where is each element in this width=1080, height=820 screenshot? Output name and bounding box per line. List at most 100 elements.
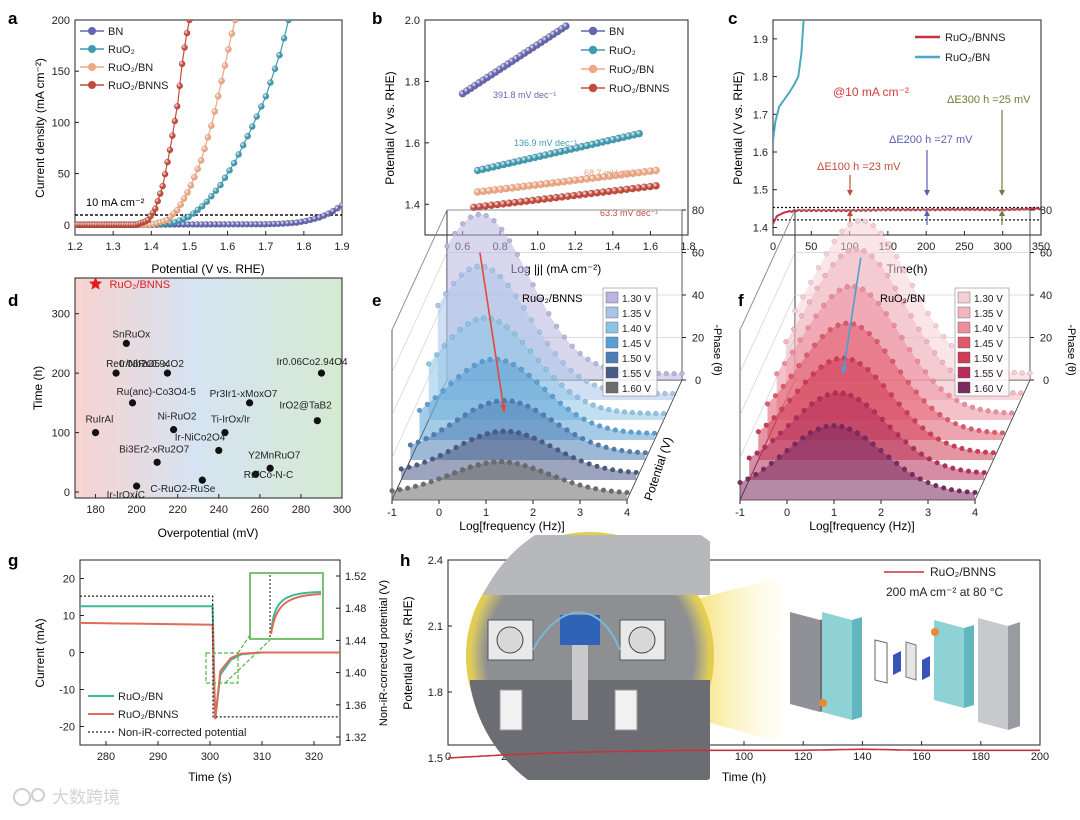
- e-box-curve-point: [474, 263, 480, 269]
- panel-b-series-3-point-shine: [634, 184, 643, 192]
- f-box-curve-point: [831, 423, 837, 429]
- e-box-curve-point: [604, 425, 611, 431]
- f-box-curve-point: [1010, 390, 1016, 396]
- panel-g-ytick-label: 10: [63, 611, 75, 623]
- panel-g-zoom-box: [205, 652, 239, 684]
- e-box-curve-point: [537, 329, 543, 335]
- e-box-curve-point: [598, 405, 604, 411]
- panel-c-legend-label: RuO₂/BNNS: [945, 32, 1006, 44]
- f-box-curve-point: [791, 326, 797, 332]
- panel-b-series-3-point-shine: [611, 187, 619, 195]
- e-box-curve-point: [554, 323, 560, 329]
- e-box-curve-point: [460, 221, 466, 227]
- panel-a-legend: BN RuO₂ RuO₂/BN RuO₂/BNNS: [80, 26, 169, 92]
- f-box-curve-point: [930, 378, 936, 384]
- e-box-curve-point: [533, 407, 539, 413]
- panel-a-series-0-point-shine: [239, 221, 246, 228]
- e-legend-swatch: [605, 291, 619, 304]
- panel-a-legend-label: BN: [108, 26, 123, 38]
- panel-b-series-2-point-shine: [623, 170, 631, 178]
- panel-b-slope-ruo2bnns: 63.3 mV dec⁻¹: [600, 208, 658, 218]
- e-box-curve-point: [483, 460, 489, 466]
- panel-d-xtick-label: 220: [169, 504, 187, 516]
- panel-d-point-label: Ru/Co-N-C: [244, 470, 293, 481]
- e-legend-swatch: [605, 381, 619, 394]
- panel-c-ytick-label: 1.9: [753, 34, 768, 46]
- f-legend-label: 1.30 V: [974, 294, 1003, 305]
- panel-d-point-label: SnRuOx: [112, 329, 150, 340]
- e-box-curve-point: [437, 452, 443, 459]
- f-box-curve-point: [823, 423, 829, 430]
- panel-b-series-2-point-shine: [594, 173, 603, 182]
- f-box-curve-point: [827, 327, 833, 333]
- panel-a-ytick-label: 100: [52, 117, 70, 129]
- e-box-curve-point: [584, 378, 590, 384]
- e-box-curve-point: [510, 361, 517, 368]
- panel-b-series-0-point-shine: [562, 22, 570, 30]
- e-box-curve-point: [486, 400, 492, 406]
- e-box-curve-point: [548, 417, 554, 423]
- e-box-curve-point: [561, 477, 567, 483]
- panel-d-point-label: Ir-IrOx/C: [107, 490, 145, 501]
- panel-g-inset-frame: [249, 572, 324, 640]
- panel-b: b 0.60.81.01.21.41.61.8 1.41.61.82.0 Log…: [372, 9, 696, 276]
- panel-a-series-3-point-shine: [176, 82, 183, 89]
- f-box-curve-point: [898, 369, 904, 375]
- panel-b-legend-label: RuO₂/BN: [609, 64, 654, 76]
- panel-a-series-2-point-shine: [191, 174, 198, 181]
- panel-d-frame: [74, 277, 343, 499]
- e-box-curve-point: [509, 398, 515, 404]
- panel-d-point-label: C-RuO2-RuSe: [150, 484, 215, 495]
- f-legend-swatch: [957, 336, 971, 349]
- f-box-curve-point: [990, 450, 996, 456]
- e-box-curve-point: [406, 464, 412, 470]
- panel-b-slope-bn: 391.8 mV dec⁻¹: [493, 90, 556, 100]
- f-box-curve-point: [937, 411, 943, 418]
- panel-b-frame: [424, 19, 689, 236]
- f-box-xtick-label: 2: [878, 507, 884, 519]
- e-box-xtick-label: -1: [387, 507, 397, 519]
- f-box-xtick-label: 3: [925, 507, 931, 519]
- panel-b-ylabel: Potential (V vs. RHE): [383, 71, 397, 184]
- f-box-curve-point: [926, 456, 932, 462]
- f-box-curve-point: [950, 465, 956, 471]
- f-box-curve-point: [861, 248, 867, 254]
- panel-h-xtick-label: 200: [1031, 751, 1049, 763]
- e-box-curve-point: [611, 446, 617, 452]
- f-box-grid: [739, 294, 796, 416]
- e-box-curve-point: [529, 317, 535, 323]
- e-box-curve-point: [595, 442, 601, 448]
- panel-d-xtick-label: 300: [333, 504, 351, 516]
- e-box-curve-point: [514, 251, 521, 258]
- f-box-curve-point: [821, 302, 827, 308]
- e-box-curve-point: [435, 302, 441, 308]
- panel-a-series-1-point-shine: [249, 123, 256, 130]
- panel-b-series-3-point-shine: [540, 195, 548, 203]
- panel-b-xtick-label: 1.8: [680, 241, 695, 253]
- panel-b-series-2-point-shine: [560, 177, 568, 186]
- panel-a-series-1-point-shine: [258, 103, 265, 110]
- f-box-curve-point: [815, 426, 821, 432]
- f-box-curve-point: [764, 401, 771, 407]
- panel-b-series-3-point-shine: [581, 190, 590, 198]
- f-box-curve-point: [836, 287, 842, 293]
- panel-b-series-2-point-shine: [646, 167, 654, 175]
- f-box-curve-point: [737, 479, 743, 486]
- f-box-curve-point: [864, 402, 870, 408]
- panel-a-series-3-point-shine: [171, 117, 178, 125]
- panel-h-xtick-label: 160: [912, 751, 930, 763]
- panel-a-series-0-point-shine: [325, 210, 332, 217]
- f-box-curve-point: [811, 342, 818, 348]
- panel-a-series-1-point-shine: [199, 203, 206, 210]
- panel-a-legend-label: RuO₂/BN: [108, 62, 153, 74]
- e-box-curve-point: [458, 272, 464, 278]
- e-box-curve-point: [470, 407, 476, 413]
- panel-b-series-3-point-shine: [487, 201, 496, 209]
- panel-a-series-3-point-shine: [154, 198, 161, 205]
- e-box-curve-point: [422, 459, 428, 465]
- panel-d-point-label: Ru(anc)-Co3O4-5: [117, 387, 197, 398]
- f-box-curve-point: [860, 286, 866, 292]
- f-box-curve-point: [938, 386, 944, 392]
- f-box-xtick-label: 4: [972, 507, 978, 519]
- e-legend-label: 1.50 V: [622, 354, 651, 365]
